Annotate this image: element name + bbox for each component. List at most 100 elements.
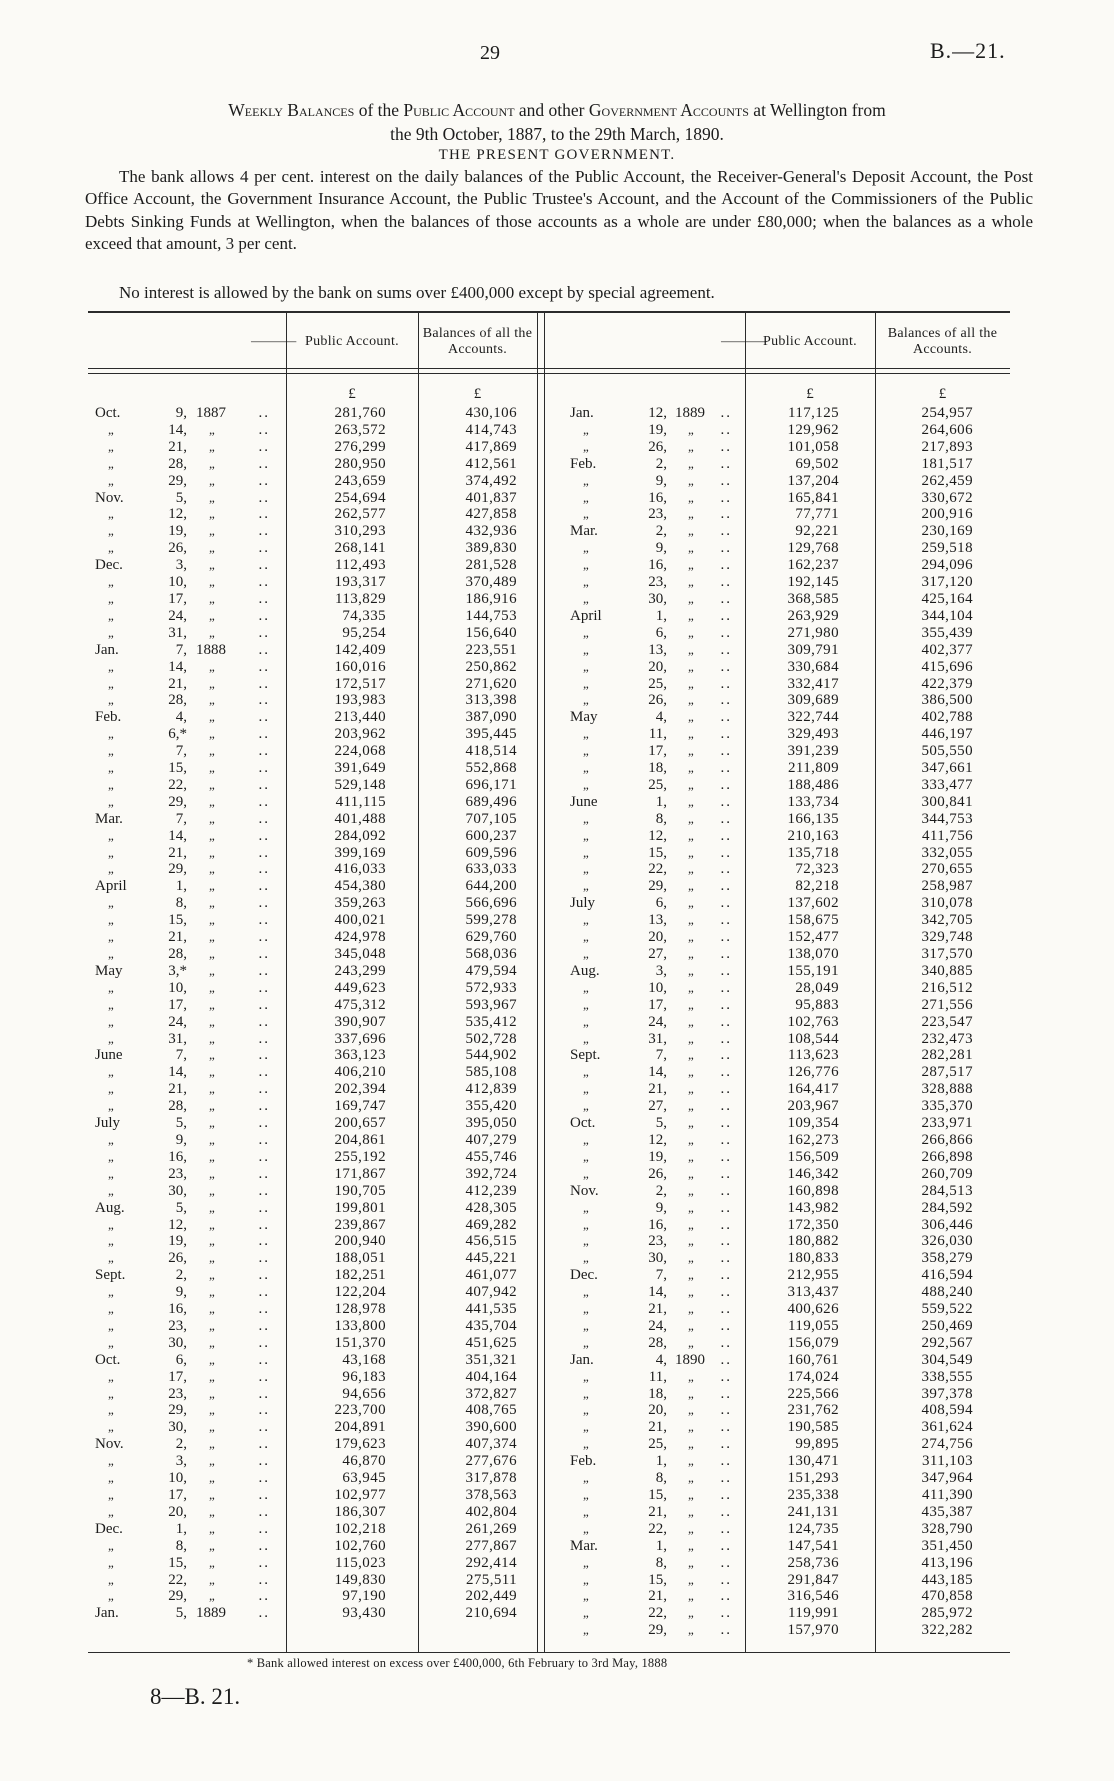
table-row: „ 10, „.. 28,049 216,512 [545, 980, 1010, 997]
dot-leader: .. [258, 489, 270, 506]
table-row: „ 15, „.. 391,649 552,868 [88, 760, 537, 777]
table-row: Jan. 4, 1890.. 160,761 304,549 [545, 1352, 1010, 1369]
dot-leader: .. [258, 810, 270, 827]
date-cell: „ 30, „.. [88, 1335, 286, 1352]
table-row: „ 29, „.. 223,700 408,765 [88, 1402, 537, 1419]
all-accounts-value: 210,694 [465, 1605, 517, 1622]
dot-leader: .. [258, 472, 270, 489]
date-cell: Feb. 2, „.. [545, 456, 745, 473]
month-label: „ [583, 658, 589, 674]
day-label: 14, [648, 1284, 667, 1301]
year-label: „ [209, 1317, 215, 1333]
day-label: 29, [168, 793, 187, 810]
day-label: 18, [648, 760, 667, 777]
dot-leader: .. [720, 607, 732, 624]
public-account-value: 268,141 [334, 540, 386, 557]
day-label: 1, [175, 878, 187, 895]
all-accounts-value: 707,105 [465, 810, 517, 827]
public-account-value: 224,068 [334, 743, 386, 760]
public-account-value: 169,747 [334, 1098, 386, 1115]
dot-leader: .. [720, 557, 732, 574]
dot-leader: .. [720, 1537, 732, 1554]
month-label: „ [583, 641, 589, 657]
month-label: „ [583, 760, 589, 776]
date-cell: „ 17, „.. [88, 1487, 286, 1504]
table-row: „ 17, „.. 113,829 186,916 [88, 591, 537, 608]
all-accounts-value: 469,282 [465, 1216, 517, 1233]
all-accounts-value: 488,240 [921, 1284, 973, 1301]
day-label: 8, [655, 810, 667, 827]
table-row: „ 8, „.. 258,736 413,196 [545, 1555, 1010, 1572]
table-row: „ 10, „.. 193,317 370,489 [88, 574, 537, 591]
all-accounts-value: 277,867 [465, 1537, 517, 1554]
all-accounts-value: 322,282 [921, 1622, 973, 1639]
year-label: „ [209, 1520, 215, 1536]
public-account-value: 113,623 [788, 1047, 839, 1064]
day-label: 22, [648, 861, 667, 878]
all-accounts-value: 443,185 [921, 1571, 973, 1588]
public-account-value: 192,145 [787, 574, 839, 591]
year-label: „ [209, 438, 215, 454]
all-accounts-value: 445,221 [465, 1250, 517, 1267]
all-accounts-value: 390,600 [465, 1419, 517, 1436]
date-cell: „ 31, „.. [88, 625, 286, 642]
all-accounts-value: 696,171 [465, 776, 517, 793]
date-cell: Nov. 2, „.. [545, 1183, 745, 1200]
dot-leader: .. [720, 1419, 732, 1436]
all-accounts-value: 425,164 [921, 590, 973, 607]
date-cell: „ 22, „.. [545, 1605, 745, 1622]
all-accounts-value: 479,594 [465, 962, 517, 979]
table-row: „ 13, „.. 158,675 342,705 [545, 912, 1010, 929]
month-label: June [570, 793, 598, 810]
date-cell: „ 20, „.. [545, 929, 745, 946]
all-accounts-value: 414,743 [465, 421, 517, 438]
month-label: Mar. [570, 1537, 598, 1554]
year-label: „ [209, 1284, 215, 1300]
table-row: „ 18, „.. 225,566 397,378 [545, 1386, 1010, 1403]
public-account-value: 359,263 [334, 895, 386, 912]
table-row: April 1, „.. 454,380 644,200 [88, 878, 537, 895]
date-cell: „ 21, „.. [88, 1081, 286, 1098]
table-row: „ 24, „.. 74,335 144,753 [88, 608, 537, 625]
day-label: 21, [648, 1301, 667, 1318]
date-cell: „ 9, „.. [545, 1200, 745, 1217]
date-cell: „ 13, „.. [545, 642, 745, 659]
dot-leader: .. [720, 1436, 732, 1453]
dot-leader: .. [258, 1047, 270, 1064]
dot-leader: .. [720, 675, 732, 692]
month-label: „ [108, 1402, 114, 1418]
day-label: 5, [175, 1199, 187, 1216]
dot-leader: .. [720, 810, 732, 827]
year-label: „ [687, 1284, 694, 1300]
table-row: „ 16, „.. 128,978 441,535 [88, 1301, 537, 1318]
table-row: „ 26, „.. 188,051 445,221 [88, 1250, 537, 1267]
year-label: „ [209, 489, 215, 505]
year-label: „ [687, 489, 694, 505]
dot-leader: .. [258, 1537, 270, 1554]
table-row: „ 27, „.. 138,070 317,570 [545, 946, 1010, 963]
dot-leader: .. [258, 1115, 270, 1132]
month-label: „ [583, 1064, 589, 1080]
dot-leader: .. [258, 1487, 270, 1503]
public-account-value: 211,809 [788, 760, 839, 777]
all-accounts-value: 559,522 [921, 1301, 973, 1318]
public-account-value: 188,051 [334, 1250, 386, 1267]
day-label: 11, [648, 726, 667, 743]
date-cell: „ 15, „.. [545, 845, 745, 862]
month-label: „ [583, 557, 589, 573]
month-label: „ [108, 743, 114, 759]
dot-leader: .. [258, 996, 270, 1013]
public-account-value: 330,684 [787, 658, 839, 675]
public-account-value: 117,125 [788, 405, 839, 421]
month-label: „ [108, 574, 114, 590]
day-label: 31, [168, 624, 187, 641]
public-account-value: 166,135 [787, 810, 839, 827]
date-cell: Dec. 1, „.. [88, 1521, 286, 1538]
table-row: „ 30, „.. 180,833 358,279 [545, 1250, 1010, 1267]
date-cell: „ 21, „.. [88, 845, 286, 862]
table-row: July 5, „.. 200,657 395,050 [88, 1115, 537, 1132]
month-label: „ [108, 776, 114, 792]
year-label: „ [209, 827, 215, 843]
year-label: „ [209, 1216, 215, 1232]
public-account-value: 128,978 [334, 1301, 386, 1318]
